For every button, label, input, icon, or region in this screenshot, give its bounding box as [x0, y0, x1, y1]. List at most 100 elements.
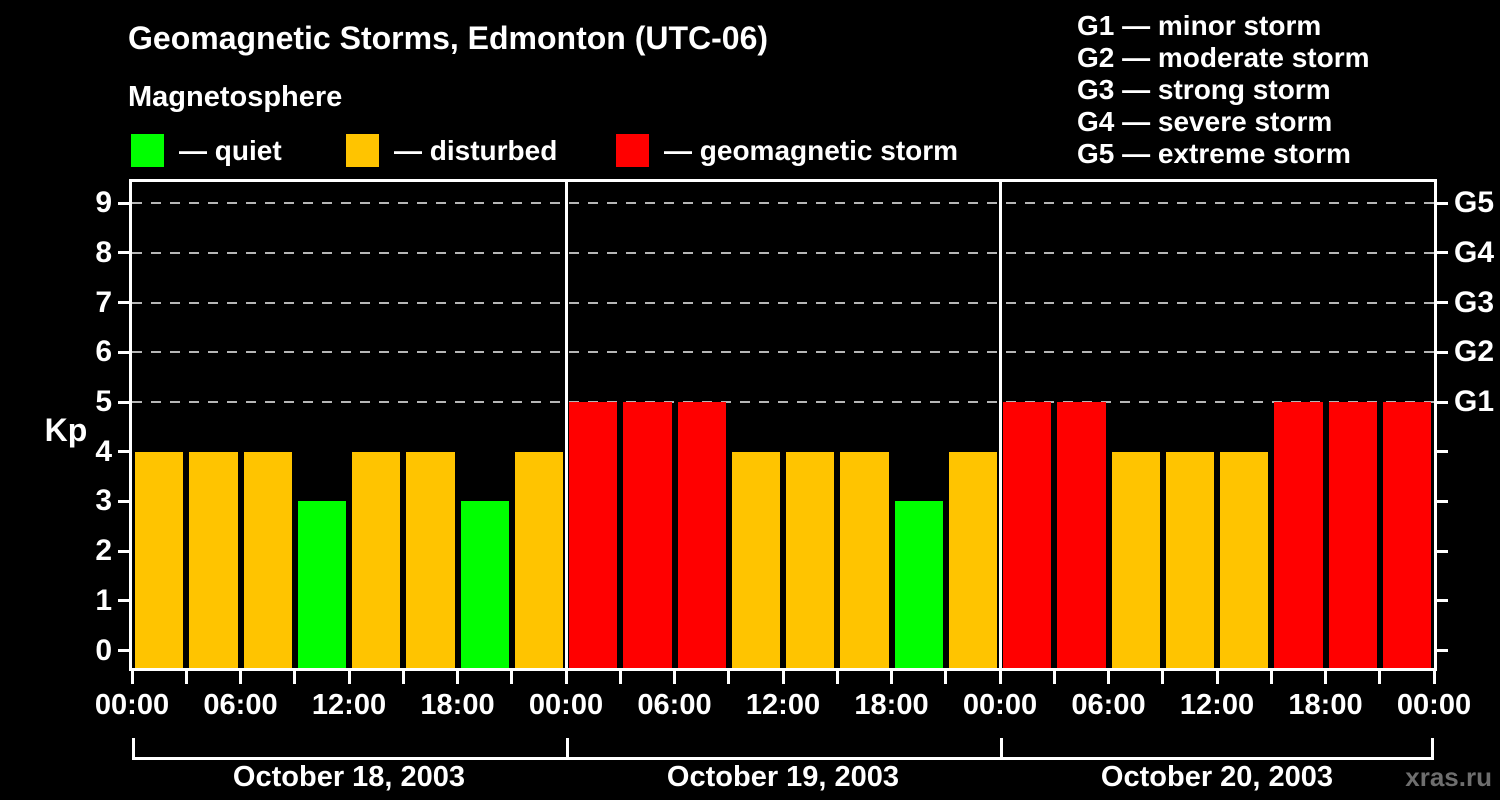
time-tick-label: 12:00	[311, 689, 387, 721]
kp-bar	[840, 451, 889, 668]
time-tick-label: 00:00	[1396, 689, 1472, 721]
g-axis-tick	[1434, 301, 1448, 305]
kp-tick-label: 6	[95, 335, 112, 369]
time-axis-tick	[347, 668, 351, 684]
time-axis-tick	[835, 668, 839, 684]
date-bracket-tick	[1431, 738, 1434, 758]
kp-bar	[1003, 402, 1052, 668]
kp-axis-tick	[118, 301, 132, 305]
kp-bar	[786, 451, 835, 668]
kp-tick-label: 9	[95, 186, 112, 220]
kp-bar	[406, 451, 455, 668]
page-title: Geomagnetic Storms, Edmonton (UTC-06)	[128, 20, 769, 56]
g-axis-tick	[1434, 450, 1448, 454]
kp-tick-label: 2	[95, 534, 112, 568]
time-axis-tick	[1324, 668, 1327, 684]
time-axis-tick	[1269, 668, 1273, 684]
kp-axis-tick	[118, 599, 132, 603]
legend-item-storm: — geomagnetic storm	[616, 134, 958, 167]
g-legend-line-g1: G1 — minor storm	[1077, 10, 1322, 41]
kp-tick-label: 3	[95, 484, 112, 518]
time-axis-tick	[727, 668, 731, 684]
kp-bar	[569, 402, 618, 668]
date-bracket-tick	[1000, 738, 1003, 758]
time-axis-tick	[510, 668, 514, 684]
time-axis-tick	[1052, 668, 1056, 684]
g-legend-line-g4: G4 — severe storm	[1077, 106, 1333, 137]
time-tick-label: 06:00	[203, 689, 278, 721]
kp-axis-label: Kp	[44, 412, 88, 448]
time-axis-tick	[130, 668, 134, 684]
time-axis-tick	[184, 668, 188, 684]
g-legend-line-g2: G2 — moderate storm	[1077, 42, 1370, 73]
kp-bar	[135, 451, 184, 668]
kp-axis-tick	[118, 350, 132, 354]
time-tick-label: 06:00	[637, 689, 712, 721]
kp-bar	[297, 501, 346, 668]
kp-tick-label: 5	[95, 385, 112, 418]
legend-label-quiet: — quiet	[179, 135, 282, 166]
kp-tick-label: 8	[95, 235, 112, 269]
time-axis-tick	[1378, 668, 1382, 684]
g-axis-tick	[1434, 400, 1448, 404]
g-scale-tick-label: G2	[1454, 335, 1495, 369]
time-axis-tick	[239, 668, 242, 684]
time-axis-tick	[890, 668, 893, 684]
date-label: October 18, 2003	[232, 761, 466, 793]
legend-label-storm: — geomagnetic storm	[664, 135, 959, 166]
kp-bar	[1328, 402, 1377, 668]
kp-bar	[677, 402, 726, 668]
quiet-swatch-icon	[131, 134, 164, 167]
date-label: October 20, 2003	[1100, 761, 1334, 793]
time-axis-tick	[1107, 668, 1110, 684]
time-axis-tick	[618, 668, 622, 684]
watermark-xras: xras.ru	[1405, 762, 1492, 792]
legend-item-quiet: — quiet	[131, 134, 282, 167]
time-tick-label: 18:00	[420, 689, 495, 721]
kp-bar	[1057, 402, 1106, 668]
day-separator	[564, 182, 568, 668]
time-tick-label: 12:00	[745, 689, 821, 721]
time-axis-tick	[673, 668, 676, 684]
magnetosphere-subtitle: Magnetosphere	[128, 81, 343, 113]
kp-bar	[894, 501, 943, 668]
time-axis-tick	[1432, 668, 1436, 684]
disturbed-swatch-icon	[346, 134, 379, 167]
day-separator	[998, 182, 1002, 668]
time-axis-tick	[1161, 668, 1165, 684]
time-tick-label: 00:00	[528, 689, 604, 721]
kp-bar	[189, 451, 238, 668]
kp-axis-tick	[118, 400, 132, 404]
g-axis-tick	[1434, 599, 1448, 603]
time-axis-tick	[401, 668, 405, 684]
g-axis-tick	[1434, 549, 1448, 553]
time-tick-label: 18:00	[1288, 689, 1363, 721]
kp-bar	[948, 451, 997, 668]
legend-item-disturbed: — disturbed	[346, 134, 557, 167]
time-tick-label: 06:00	[1071, 689, 1146, 721]
gridline-kp9	[132, 202, 1434, 205]
g-axis-tick	[1434, 201, 1448, 205]
kp-axis-tick	[118, 201, 132, 205]
gridline-kp6	[132, 351, 1434, 354]
g-axis-tick	[1434, 251, 1448, 255]
kp-bar	[731, 451, 780, 668]
kp-bar	[514, 451, 563, 668]
time-tick-label: 00:00	[962, 689, 1038, 721]
kp-bar	[1382, 402, 1431, 668]
gridline-kp7	[132, 301, 1434, 304]
date-label: October 19, 2003	[666, 761, 900, 793]
date-bracket-tick	[132, 738, 135, 758]
kp-tick-label: 7	[95, 285, 112, 319]
g-axis-tick	[1434, 499, 1448, 503]
time-axis-tick	[456, 668, 459, 684]
g-scale-tick-label: G5	[1454, 186, 1495, 220]
time-tick-label: 12:00	[1179, 689, 1255, 721]
time-axis-tick	[781, 668, 785, 684]
kp-bar	[1220, 451, 1269, 668]
legend-label-disturbed: — disturbed	[394, 135, 558, 166]
gridline-kp8	[132, 251, 1434, 254]
g-legend-line-g5: G5 — extreme storm	[1077, 138, 1351, 169]
time-tick-label: 18:00	[854, 689, 929, 721]
